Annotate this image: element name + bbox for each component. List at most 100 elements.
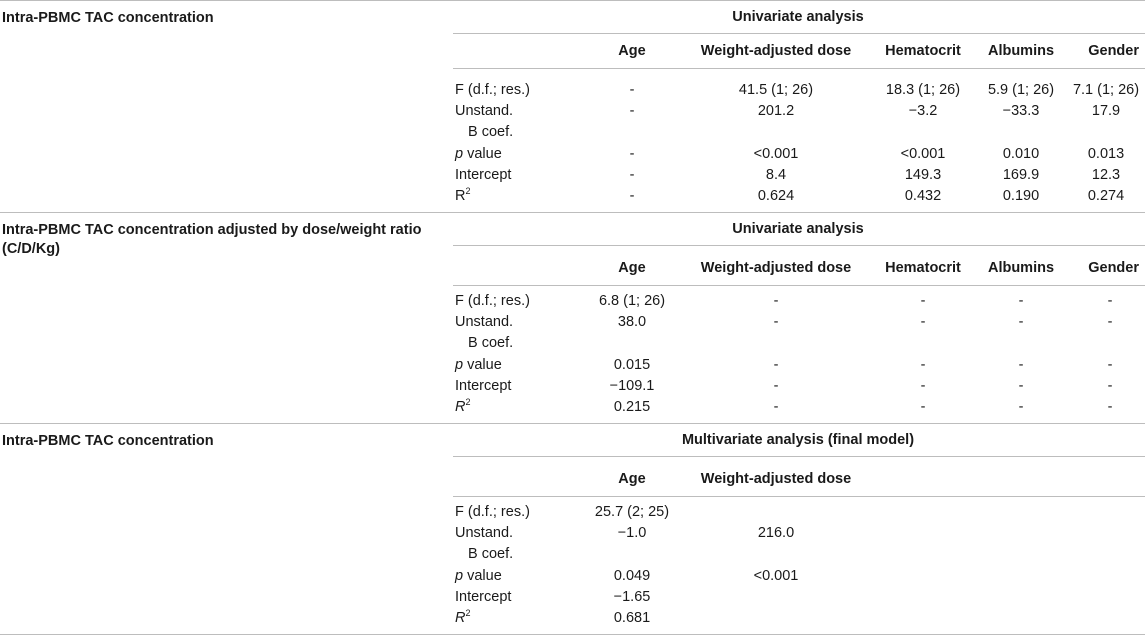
row-label-f: F (d.f.; res.) xyxy=(455,293,530,309)
cell: - xyxy=(773,314,779,330)
cell: - xyxy=(1018,293,1024,309)
cell: 41.5 (1; 26) xyxy=(738,82,814,98)
cell: 0.681 xyxy=(613,610,651,626)
cell: 12.3 xyxy=(1091,167,1121,183)
cell: - xyxy=(629,167,635,183)
row-label-unstand: Unstand. xyxy=(455,525,514,541)
cell: - xyxy=(773,399,779,415)
cell: - xyxy=(773,357,779,373)
cell: - xyxy=(773,378,779,394)
cell: 17.9 xyxy=(1091,103,1121,119)
cell: 0.049 xyxy=(613,568,651,584)
cell: 149.3 xyxy=(904,167,942,183)
cell: <0.001 xyxy=(753,568,799,584)
row-label-p-value: p value xyxy=(455,357,502,373)
row-label-intercept: Intercept xyxy=(455,589,512,605)
row-label-p-value: p value xyxy=(455,146,502,162)
cell: - xyxy=(920,378,926,394)
cell: 0.274 xyxy=(1087,188,1125,204)
cell: 0.190 xyxy=(1002,188,1040,204)
section-rule xyxy=(0,423,1145,424)
cell: - xyxy=(1107,378,1113,394)
top-rule xyxy=(0,0,1145,1)
analysis-header: Univariate analysis xyxy=(732,221,864,237)
section-title: Intra-PBMC TAC concentration xyxy=(2,433,214,449)
cell: - xyxy=(1018,399,1024,415)
cell: 25.7 (2; 25) xyxy=(594,504,670,520)
cell: <0.001 xyxy=(753,146,799,162)
cell: <0.001 xyxy=(900,146,946,162)
column-rule xyxy=(453,285,1145,286)
header-rule xyxy=(453,33,1145,34)
cell: −1.65 xyxy=(613,589,651,605)
cell: 8.4 xyxy=(765,167,787,183)
cell: - xyxy=(629,188,635,204)
row-label-b-coef: B coef. xyxy=(468,335,514,351)
header-rule xyxy=(453,456,1145,457)
cell: 0.432 xyxy=(904,188,942,204)
row-label-intercept: Intercept xyxy=(455,378,512,394)
column-rule xyxy=(453,496,1145,497)
col-header-hematocrit: Hematocrit xyxy=(885,43,961,59)
column-rule xyxy=(453,68,1145,69)
cell: - xyxy=(1018,314,1024,330)
cell: - xyxy=(1107,357,1113,373)
col-header-weight-adjusted-dose: Weight-adjusted dose xyxy=(700,471,852,487)
section-title: Intra-PBMC TAC concentration adjusted by… xyxy=(2,222,422,257)
cell: - xyxy=(1107,399,1113,415)
cell: - xyxy=(920,293,926,309)
col-header-gender: Gender xyxy=(1088,260,1139,276)
row-label-b-coef: B coef. xyxy=(468,124,514,140)
col-header-weight-adjusted-dose: Weight-adjusted dose xyxy=(700,43,852,59)
col-header-age: Age xyxy=(618,43,646,59)
analysis-header: Multivariate analysis (final model) xyxy=(681,432,915,448)
cell: 169.9 xyxy=(1002,167,1040,183)
cell: 0.010 xyxy=(1002,146,1040,162)
cell: - xyxy=(1018,357,1024,373)
cell: - xyxy=(920,399,926,415)
cell: 7.1 (1; 26) xyxy=(1072,82,1140,98)
col-header-gender: Gender xyxy=(1088,43,1139,59)
row-label-b-coef: B coef. xyxy=(468,546,514,562)
header-rule xyxy=(453,245,1145,246)
cell: 0.013 xyxy=(1087,146,1125,162)
row-label-p-value: p value xyxy=(455,568,502,584)
cell: 201.2 xyxy=(757,103,795,119)
cell: 0.215 xyxy=(613,399,651,415)
analysis-header: Univariate analysis xyxy=(732,9,864,25)
cell: 5.9 (1; 26) xyxy=(987,82,1055,98)
cell: - xyxy=(1018,378,1024,394)
col-header-age: Age xyxy=(618,471,646,487)
col-header-albumins: Albumins xyxy=(987,260,1055,276)
cell: - xyxy=(920,357,926,373)
col-header-weight-adjusted-dose: Weight-adjusted dose xyxy=(700,260,852,276)
row-label-intercept: Intercept xyxy=(455,167,512,183)
cell: 0.624 xyxy=(757,188,795,204)
cell: 18.3 (1; 26) xyxy=(885,82,961,98)
row-label-unstand: Unstand. xyxy=(455,103,514,119)
row-label-f: F (d.f.; res.) xyxy=(455,504,530,520)
col-header-albumins: Albumins xyxy=(987,43,1055,59)
col-header-age: Age xyxy=(618,260,646,276)
row-label-value-word: value xyxy=(467,568,502,584)
row-label-r-squared: R2 xyxy=(455,397,471,415)
cell: - xyxy=(629,146,635,162)
cell: −109.1 xyxy=(609,378,655,394)
cell: - xyxy=(920,314,926,330)
cell: 216.0 xyxy=(757,525,795,541)
row-label-r-squared: R2 xyxy=(455,608,471,626)
cell: - xyxy=(1107,293,1113,309)
col-header-hematocrit: Hematocrit xyxy=(885,260,961,276)
cell: 0.015 xyxy=(613,357,651,373)
row-label-r-squared: R2 xyxy=(455,186,471,204)
cell: - xyxy=(629,82,635,98)
cell: - xyxy=(773,293,779,309)
row-label-value-word: value xyxy=(467,357,502,373)
cell: −33.3 xyxy=(1002,103,1040,119)
bottom-rule xyxy=(0,634,1145,635)
row-label-unstand: Unstand. xyxy=(455,314,514,330)
cell: −3.2 xyxy=(908,103,938,119)
row-label-f: F (d.f.; res.) xyxy=(455,82,530,98)
cell: - xyxy=(629,103,635,119)
cell: - xyxy=(1107,314,1113,330)
